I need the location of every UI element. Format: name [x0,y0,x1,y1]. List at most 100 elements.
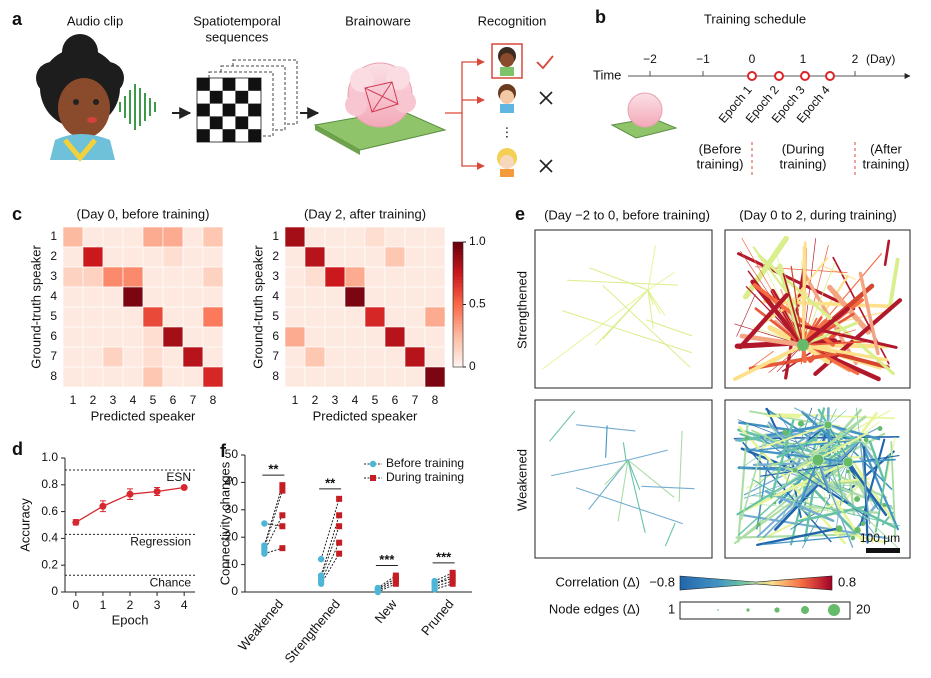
network-node [863,437,869,443]
heatmap-cell [122,346,144,368]
heatmap-cell [162,366,184,388]
network-edge [576,424,636,432]
y-tick-label: 6 [272,329,279,343]
day-tick-label: −2 [643,52,657,66]
heatmap-cell [182,346,204,368]
x-tick-label: 4 [181,598,188,612]
network-edge [575,487,683,525]
network-edge [793,415,867,472]
network-edge [664,522,676,547]
during-point [279,512,286,519]
network-edge [739,333,806,348]
colorbar-step [453,345,463,349]
network-edge [790,265,804,346]
heatmap-cell [62,246,84,268]
network-edge [802,329,857,346]
colorbar-step [453,267,463,271]
colorbar-step [453,338,463,343]
network-edge [797,323,898,349]
phase-label: training) [780,156,827,171]
network-edge [767,459,819,499]
network-edge [841,461,867,490]
legend-label: During training [386,470,464,484]
network-node [882,503,887,508]
brainoware-illustration [313,62,447,155]
heatmap-cell [162,286,184,308]
heatmap-cell [344,306,366,328]
heatmap-cell [304,366,326,388]
network-edge [617,459,629,522]
colorbar-step [453,245,463,249]
colorbar-step [453,326,463,330]
network-node [791,466,799,474]
before-point [374,588,382,596]
sequence-cell [235,116,249,130]
heatmap-cell [404,366,426,388]
network-edge [627,459,641,491]
phase-label: training) [697,156,744,171]
heatmap-cell [182,326,204,348]
panel-a-title: Brainoware [345,13,411,28]
network-edge [736,438,862,516]
heatmap-title: (Day 0, before training) [77,206,210,221]
heatmap-cell [344,346,366,368]
heatmap-cell [142,226,164,248]
network-edge [737,252,856,311]
phase-label: (During [782,141,825,156]
colorbar-step [453,301,463,305]
y-tick-label: 6 [50,329,57,343]
network-node [756,522,761,527]
heatmap-cell [102,326,124,348]
heatmap-cell [284,246,306,268]
x-tick-label: Weakened [235,596,286,653]
heatmap-cell [344,266,366,288]
network-edge [754,307,805,347]
heatmap-cell [102,266,124,288]
x-tick-label: 1 [70,393,77,407]
significance-label: *** [379,552,395,567]
network-edge [762,535,851,546]
heatmap-cell [102,346,124,368]
heatmap-cell [82,306,104,328]
network-edge [800,306,850,348]
x-tick-label: Pruned [418,596,456,638]
heatmap-cell [182,266,204,288]
network-edge [750,350,774,369]
network-edge [756,526,843,547]
network-edge [567,279,679,286]
heatmap-cell [324,346,346,368]
heatmap-cell [424,306,446,328]
colorbar-step [453,292,463,296]
correlation-colorbar [679,575,833,591]
network-node [854,526,861,534]
colorbar-tick-label: 1.0 [469,234,486,248]
heatmap-cell [404,246,426,268]
heatmap-cell [344,226,366,248]
panel-letter: f [220,441,227,461]
heatmap-cell [304,286,326,308]
network-edge [738,292,789,350]
y-tick-label: 10 [225,557,239,571]
y-tick-label: 50 [225,447,239,461]
heatmap-cell [142,246,164,268]
sound-wave [119,84,156,130]
y-tick-label: 20 [225,529,239,543]
x-tick-label: 8 [432,393,439,407]
heatmap-cell [304,306,326,328]
y-tick-label: 1.0 [41,450,58,464]
heatmap-cell [304,326,326,348]
heatmap-cell [162,306,184,328]
epoch-marker [747,71,757,81]
accuracy-point [99,502,107,510]
colorbar-step [453,304,463,309]
y-tick-label: 40 [225,475,239,489]
y-axis-label: Ground-truth speaker [250,245,265,369]
heatmap-cell [142,326,164,348]
network-edge [542,289,649,370]
colorbar-step [453,282,463,287]
sequence-cell [222,103,236,117]
significance-label: *** [436,549,452,564]
heatmap-cell [62,226,84,248]
network-edge [817,459,854,548]
